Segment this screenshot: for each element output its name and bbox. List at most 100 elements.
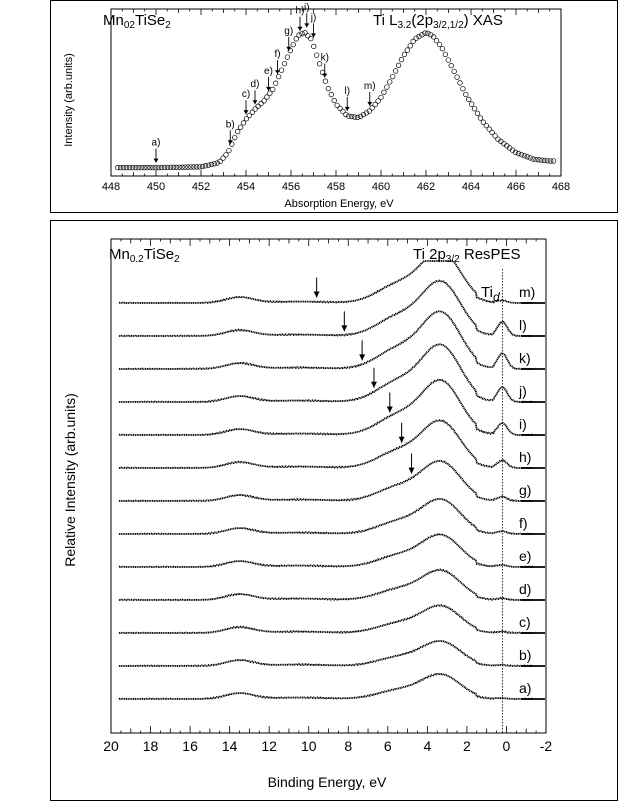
xas-data-point: [454, 74, 460, 80]
respes-spectrum-line: [118, 279, 534, 337]
xas-data-point: [138, 164, 144, 171]
xas-data-point: [170, 164, 176, 170]
xas-data-point: [463, 91, 469, 98]
respes-title-left: Mn0.2TiSe2: [109, 246, 180, 265]
xas-data-point: [223, 152, 229, 158]
xas-data-point: [433, 38, 440, 44]
respes-x-tick-label: 10: [301, 738, 317, 754]
respes-spectrum-line: [118, 604, 534, 634]
xas-data-point: [153, 164, 159, 171]
respes-spectrum-line: [118, 419, 534, 469]
xas-annotation-arrowhead: [252, 100, 258, 105]
respes-arrowhead: [398, 436, 405, 443]
xas-x-tick-label: 464: [462, 181, 480, 193]
xas-data-point: [311, 43, 317, 50]
xas-data-point: [395, 62, 402, 68]
respes-arrowhead: [313, 291, 320, 298]
xas-annotation-arrowhead: [266, 86, 271, 91]
respes-x-axis-label: Binding Energy, eV: [268, 774, 387, 790]
xas-data-point: [363, 110, 370, 116]
xas-data-point: [176, 164, 182, 170]
respes-spectrum-line: [118, 568, 534, 601]
respes-series-label: c): [519, 614, 531, 630]
xas-annotation-label: j): [310, 12, 317, 23]
xas-data-point: [480, 119, 487, 125]
xas-data-point: [518, 151, 525, 158]
xas-data-point: [226, 147, 232, 154]
respes-ti-d-label: Tid: [481, 284, 500, 304]
respes-series-label: j): [518, 383, 527, 399]
xas-panel-frame: 448 450 452 454 456 458 460 462 464 466 468 a) b) c) d…: [50, 0, 618, 213]
xas-data-point: [308, 35, 314, 42]
xas-annotation-arrowhead: [243, 110, 249, 115]
xas-data-point: [439, 46, 446, 52]
xas-data-point: [533, 156, 539, 163]
xas-data-point: [270, 86, 276, 93]
xas-data-point: [185, 164, 191, 170]
respes-series-label: e): [519, 548, 531, 564]
xas-annotation-label: m): [364, 81, 376, 92]
xas-annotation-label: l): [344, 86, 350, 97]
xas-data-point: [141, 164, 147, 171]
xas-data-point: [466, 96, 472, 103]
xas-data-point: [214, 160, 220, 166]
respes-title-right: Ti 2p3/2 ResPES: [413, 246, 521, 265]
xas-data-point: [232, 134, 238, 141]
xas-data-point: [550, 158, 557, 164]
xas-x-tick-label: 452: [192, 181, 210, 193]
xas-data-point: [281, 60, 288, 67]
respes-x-tick-label: 0: [503, 738, 511, 754]
xas-data-point: [147, 164, 153, 171]
xas-data-point: [483, 122, 489, 129]
xas-data-point: [401, 51, 408, 58]
xas-x-tick-label: 448: [102, 181, 120, 193]
xas-data-point: [194, 164, 200, 170]
xas-data-point: [287, 47, 293, 54]
xas-data-point: [158, 164, 165, 171]
respes-spectrum-line: [118, 378, 534, 436]
respes-panel-frame: 20 18 16 14 12 10 8 6 4 2 0 -2 a) b) c) d) e) f) g) h) i) j) k…: [50, 220, 618, 801]
respes-chart: 20 18 16 14 12 10 8 6 4 2 0 -2a)b)c)d)e)f)g)h)i)j)k…: [103, 238, 552, 790]
respes-spectrum-line: [118, 260, 534, 304]
xas-data-point: [118, 164, 124, 171]
xas-data-point: [208, 161, 215, 168]
xas-data-point: [334, 102, 340, 109]
respes-x-tick-label: 14: [222, 738, 238, 754]
xas-data-point: [425, 30, 431, 36]
xas-data-point: [161, 164, 168, 171]
xas-data-point: [352, 114, 358, 120]
xas-data-point: [530, 156, 536, 162]
xas-annotation-arrowhead: [297, 26, 303, 31]
xas-x-tick-label: 466: [507, 181, 525, 193]
xas-data-point: [536, 157, 542, 163]
xas-x-tick-label: 450: [147, 181, 165, 193]
xas-x-tick-label: 462: [417, 181, 435, 193]
respes-x-tick-label: 6: [384, 738, 392, 754]
xas-data-point: [539, 157, 545, 163]
xas-data-point: [164, 164, 171, 171]
xas-x-tick-label: 458: [327, 181, 345, 193]
xas-data-point: [123, 164, 130, 171]
respes-spectrum-line: [118, 310, 534, 370]
xas-data-point: [346, 113, 352, 119]
xas-data-point: [369, 105, 375, 111]
xas-x-tick-label: 460: [372, 181, 390, 193]
xas-data-point: [243, 116, 250, 122]
xas-data-point: [258, 100, 264, 107]
respes-arrowhead: [341, 325, 348, 332]
xas-data-point: [202, 163, 209, 169]
respes-arrowhead: [370, 381, 377, 388]
xas-data-point: [469, 101, 475, 107]
xas-data-point: [457, 80, 463, 86]
respes-spectrum-line: [118, 672, 534, 700]
xas-data-point: [331, 97, 337, 104]
xas-data-point: [246, 112, 253, 119]
xas-data-point: [293, 36, 299, 42]
xas-data-point: [489, 129, 495, 136]
xas-annotation-label: i): [304, 2, 310, 13]
xas-data-point: [144, 164, 150, 171]
xas-data-point: [135, 164, 141, 171]
respes-x-tick-label: 18: [143, 738, 159, 754]
xas-data-point: [445, 57, 451, 63]
xas-annotation-label: c): [242, 89, 250, 100]
